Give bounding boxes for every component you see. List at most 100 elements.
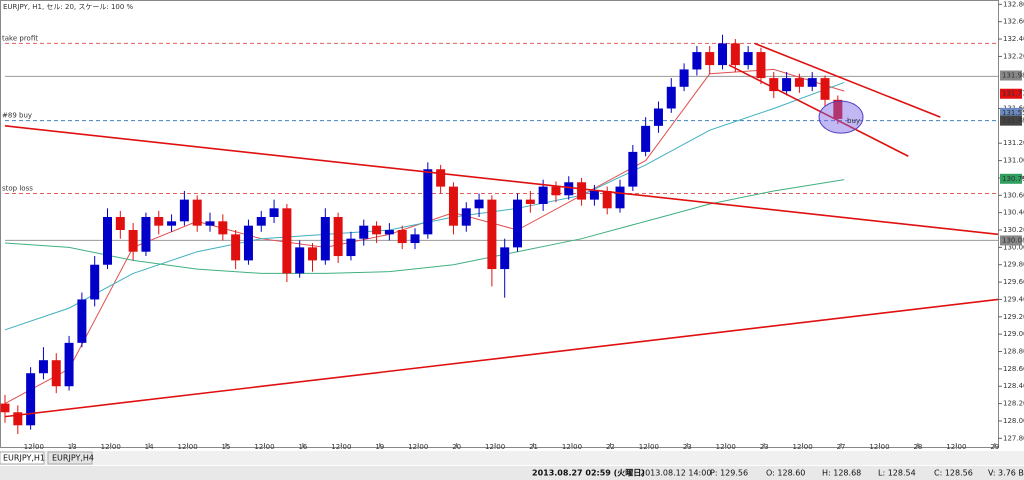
candle-body <box>359 225 369 239</box>
x-tick-label: 28 <box>913 443 922 451</box>
candle-body <box>692 52 702 70</box>
status-bar-time: 2013.08.12 14:00 <box>640 469 711 478</box>
trend-line <box>728 64 909 157</box>
candle-body <box>333 216 343 257</box>
x-tick-label: 27 <box>837 443 846 451</box>
level-label: stop loss <box>2 185 33 193</box>
plot-frame <box>0 0 999 448</box>
annotation-label: buy <box>847 117 860 125</box>
candle-body <box>666 86 676 109</box>
tab[interactable] <box>0 451 45 465</box>
price-box <box>1000 173 1022 184</box>
level-label: #89 buy <box>2 112 32 120</box>
y-tick-label: 129.20 <box>1003 313 1024 321</box>
y-tick-label: 132.60 <box>1003 18 1024 26</box>
candle-body <box>167 221 177 226</box>
price-box-label: 131.77 <box>1002 90 1024 98</box>
y-tick-label: 131.00 <box>1003 157 1024 165</box>
candle-body <box>397 230 407 244</box>
price-box <box>1000 115 1022 126</box>
y-tick-label: 132.40 <box>1003 35 1024 43</box>
price-box-label: 130.08 <box>1002 236 1024 244</box>
x-tick-label: 12:00 <box>716 443 736 451</box>
tab-label[interactable]: EURJPY,H4 <box>52 454 94 463</box>
candle-body <box>192 199 202 226</box>
x-tick-label: 12:00 <box>177 443 197 451</box>
y-tick-label: 130.00 <box>1003 243 1024 251</box>
candle-body <box>423 169 433 235</box>
candle-body <box>807 78 817 87</box>
candle-body <box>205 221 215 226</box>
candle-body <box>461 208 471 226</box>
tab[interactable] <box>47 451 93 465</box>
status-price: P: 129.56 <box>710 469 748 478</box>
y-tick-label: 131.20 <box>1003 139 1024 147</box>
moving-average <box>4 179 845 274</box>
candle-body <box>0 403 10 413</box>
candle-body <box>448 186 458 226</box>
candle-body <box>77 299 87 343</box>
candle-body <box>269 208 279 217</box>
status-open: O: 128.60 <box>766 469 805 478</box>
candle-body <box>103 216 113 265</box>
candle-body <box>525 199 535 204</box>
x-tick-label: 12:00 <box>408 443 428 451</box>
candle-body <box>243 225 253 261</box>
candle-body <box>756 52 766 79</box>
candle-body <box>833 99 843 119</box>
candle-body <box>500 247 510 270</box>
candle-body <box>282 208 292 274</box>
price-box-label: 131.98 <box>1002 72 1024 80</box>
status-time: 2013.08.27 02:59 (火曜日) <box>532 468 645 478</box>
x-tick-label: 29 <box>990 443 999 451</box>
candle-body <box>769 78 779 92</box>
candle-body <box>295 247 305 274</box>
candle-body <box>410 234 420 244</box>
candle-body <box>308 247 318 261</box>
x-tick-label: 12:00 <box>639 443 659 451</box>
trend-line <box>4 298 999 418</box>
x-tick-label: 22 <box>606 443 615 451</box>
x-tick-label: 13 <box>68 443 77 451</box>
annotation-ellipse <box>818 100 864 134</box>
candle-body <box>653 108 663 126</box>
tab-label[interactable]: EURJPY,H1 <box>3 454 45 463</box>
candle-body <box>372 225 382 235</box>
candle-body <box>384 230 394 235</box>
x-tick-label: 12:00 <box>946 443 966 451</box>
x-tick-label: 12:00 <box>485 443 505 451</box>
tab-bar <box>0 451 1024 465</box>
moving-average <box>4 81 845 331</box>
y-tick-label: 128.00 <box>1003 417 1024 425</box>
candle-body <box>346 238 356 257</box>
candle-body <box>628 151 638 187</box>
y-tick-label: 130.60 <box>1003 191 1024 199</box>
candle-body <box>564 182 574 196</box>
candle-body <box>538 186 548 204</box>
candle-body <box>705 52 715 66</box>
status-low: L: 128.54 <box>878 469 916 478</box>
y-tick-label: 130.20 <box>1003 226 1024 234</box>
candle-body <box>115 216 125 231</box>
y-tick-label: 132.20 <box>1003 52 1024 60</box>
candle-body <box>820 78 830 100</box>
x-tick-label: 12:00 <box>24 443 44 451</box>
candle-body <box>320 216 330 261</box>
trend-line <box>754 42 941 118</box>
candle-body <box>474 199 484 209</box>
x-tick-label: 16 <box>298 443 307 451</box>
y-tick-label: 128.40 <box>1003 382 1024 390</box>
y-tick-label: 129.60 <box>1003 278 1024 286</box>
candle-body <box>641 125 651 152</box>
y-tick-label: 132.80 <box>1003 0 1024 8</box>
price-box <box>1000 235 1022 246</box>
candle-body <box>730 43 740 66</box>
y-tick-label: 127.80 <box>1003 434 1024 442</box>
candle-body <box>589 190 599 200</box>
x-tick-label: 14 <box>145 443 154 451</box>
candle-body <box>26 373 36 426</box>
price-box-label: 131.48 <box>1002 117 1024 125</box>
candle-body <box>743 52 753 66</box>
candle-body <box>513 199 523 248</box>
y-tick-label: 128.20 <box>1003 400 1024 408</box>
